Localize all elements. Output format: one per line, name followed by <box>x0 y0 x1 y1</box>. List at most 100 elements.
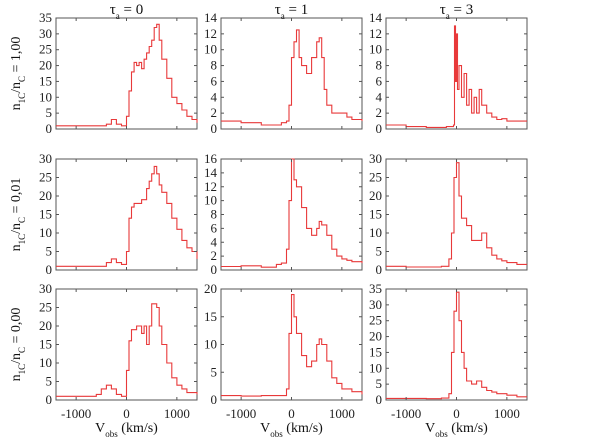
row-label-text-0-part: 1C <box>17 93 27 104</box>
panel-r2-c2-ytick-label: 0 <box>376 392 383 407</box>
row-label-text-1-part: C <box>17 217 27 223</box>
panel-r0-c1-ytick-label: 12 <box>204 26 217 41</box>
panel-r0-c1-ytick-label: 8 <box>211 58 218 73</box>
panel-r0-c0-ytick-label: 5 <box>46 105 53 120</box>
panel-r1-c2-ytick-label: 25 <box>369 170 382 185</box>
panel-r0-c0-spectrum-line <box>56 23 198 127</box>
panel-r1-c2-ytick-label: 30 <box>369 151 382 166</box>
row-label-text-2-part: /n <box>9 353 24 364</box>
column-title-2-part: τ <box>440 2 446 18</box>
row-label-text-2-part: C <box>17 347 27 353</box>
x-axis-label-2-part: obs <box>435 429 448 439</box>
panel-r0-c2-spectrum-line <box>386 25 527 128</box>
row-label-1: n1C/nC = 0,01 <box>9 178 27 252</box>
row-label-text-2-part: n <box>9 374 24 381</box>
panel-r0-c0-ytick-label: 30 <box>39 26 52 41</box>
panel-r2-c1-xtick-label: 1000 <box>329 406 355 421</box>
x-axis-label-1-part: (km/s) <box>283 421 323 436</box>
row-label-text-2-part: = 0,00 <box>9 308 24 347</box>
panel-r0-c2-ytick-label: 4 <box>376 89 383 104</box>
panel-r2-c0-ytick-label: 0 <box>46 392 53 407</box>
panel-r0-c0-ytick-label: 35 <box>39 10 52 25</box>
panel-r1-c2-ytick-label: 5 <box>376 244 383 259</box>
panel-r0-c2-ytick-label: 6 <box>376 73 383 88</box>
x-axis-label-0-part: (km/s) <box>118 421 158 436</box>
panel-r2-c2-xtick-label: 1000 <box>494 406 520 421</box>
panel-r2-c2-ytick-label: 30 <box>369 297 382 312</box>
panel-r1-c0-ytick-label: 0 <box>46 262 53 277</box>
panel-r2-c1-spectrum-line <box>221 294 363 397</box>
panel-r2-c0-ytick-label: 10 <box>39 355 52 370</box>
x-axis-label-2-part: (km/s) <box>448 421 488 436</box>
panel-r0-c0-ytick-label: 20 <box>39 58 52 73</box>
panel-series <box>56 23 527 400</box>
panel-r1-c1-ytick-label: 10 <box>204 193 217 208</box>
x-axis-label-0-part: V <box>95 421 105 436</box>
panel-ticks: 0510152025303502468101214024681012140510… <box>39 10 527 421</box>
row-label-text-1: n1C/nC = 0,01 <box>9 178 27 252</box>
row-label-text-1-part: n <box>9 244 24 251</box>
panel-r1-c0-ytick-label: 20 <box>39 188 52 203</box>
panel-r2-c2-spectrum-line <box>386 291 527 400</box>
panel-r2-c0-xtick-label: 0 <box>123 406 130 421</box>
panel-r1-c0-ytick-label: 25 <box>39 170 52 185</box>
panel-r0-c2-ytick-label: 0 <box>376 121 383 136</box>
panel-r2-c2-ytick-label: 25 <box>369 313 382 328</box>
panel-r2-c0-ytick-label: 20 <box>39 318 52 333</box>
column-title-2-part: a <box>446 11 450 21</box>
panel-r2-c0-spectrum-line <box>56 303 198 397</box>
panel-r2-c1-xtick-label: -1000 <box>226 406 256 421</box>
x-axis-label-1-part: obs <box>270 429 283 439</box>
x-axis-label-0-part: obs <box>105 429 118 439</box>
panel-r1-c0-ytick-label: 15 <box>39 207 52 222</box>
panel-r2-c2-ytick-label: 10 <box>369 360 382 375</box>
column-title-0-part: = 0 <box>120 2 143 18</box>
column-title-0-part: τ <box>110 2 116 18</box>
row-label-text-0-part: n <box>9 103 24 110</box>
panel-r0-c2-ytick-label: 2 <box>376 105 383 120</box>
panel-r1-c2-ytick-label: 20 <box>369 188 382 203</box>
panel-r1-c2-ytick-label: 0 <box>376 262 383 277</box>
panel-r0-c0-ytick-label: 0 <box>46 121 53 136</box>
panel-r1-c2-ytick-label: 10 <box>369 225 382 240</box>
panel-r2-c1-ytick-label: 10 <box>204 337 217 352</box>
panel-r2-c1-ytick-label: 5 <box>211 364 218 379</box>
column-title-1: τa = 1 <box>275 2 309 21</box>
row-label-text-1-part: = 0,01 <box>9 178 24 217</box>
row-label-text-0-part: C <box>17 76 27 82</box>
column-title-1-part: a <box>281 11 285 21</box>
column-title-1-part: = 1 <box>285 2 308 18</box>
panel-r1-c1-ytick-label: 14 <box>204 165 218 180</box>
panel-r0-c1-ytick-label: 4 <box>211 89 218 104</box>
panel-r1-c1-ytick-label: 6 <box>211 220 218 235</box>
panel-r0-c0-ytick-label: 10 <box>39 89 52 104</box>
panel-r2-c0-ytick-label: 5 <box>46 374 53 389</box>
panel-r0-c1-ytick-label: 10 <box>204 42 217 57</box>
panel-r0-c2-ytick-label: 8 <box>376 58 383 73</box>
row-label-text-1-part: /n <box>9 223 24 234</box>
column-title-2: τa = 3 <box>440 2 474 21</box>
panel-r2-c1-ytick-label: 20 <box>204 281 217 296</box>
panel-r2-c2-ytick-label: 15 <box>369 344 382 359</box>
panel-r0-c1-ytick-label: 6 <box>211 73 218 88</box>
panel-r1-c1-ytick-label: 4 <box>211 234 218 249</box>
row-label-text-2: n1C/nC = 0,00 <box>9 308 27 382</box>
x-axis-label-1: Vobs (km/s) <box>260 421 323 439</box>
row-label-0: n1C/nC = 1,00 <box>9 37 27 111</box>
row-label-text-0-part: /n <box>9 82 24 93</box>
panel-r2-c2-ytick-label: 35 <box>369 281 382 296</box>
panel-r0-c2-ytick-label: 10 <box>369 42 382 57</box>
panel-r2-c0-xtick-label: -1000 <box>61 406 91 421</box>
row-label-2: n1C/nC = 0,00 <box>9 308 27 382</box>
panel-r2-c0-ytick-label: 25 <box>39 300 52 315</box>
panel-r2-c2-xtick-label: -1000 <box>391 406 421 421</box>
panel-r2-c2-ytick-label: 5 <box>376 376 383 391</box>
column-title-2-part: = 3 <box>450 2 473 18</box>
panel-r1-c1-ytick-label: 16 <box>204 151 218 166</box>
panel-r1-c1-ytick-label: 12 <box>204 179 217 194</box>
panel-r2-c1-ytick-label: 15 <box>204 309 217 324</box>
panel-r2-c2-ytick-label: 20 <box>369 329 382 344</box>
row-label-text-1-part: 1C <box>17 234 27 245</box>
